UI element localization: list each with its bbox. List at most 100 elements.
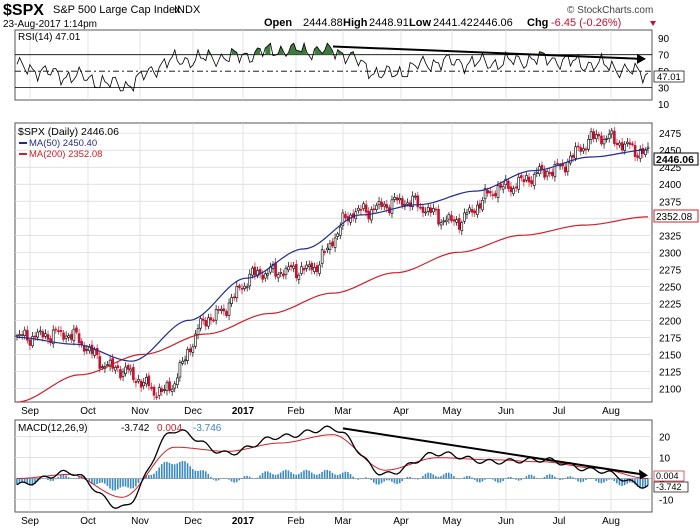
candle-body	[328, 243, 332, 251]
price-tick-label: 2325	[659, 231, 682, 242]
candle-body	[201, 318, 205, 321]
candle-body	[460, 222, 464, 231]
candle-body	[519, 175, 523, 179]
macd-histogram-bar	[600, 478, 603, 484]
macd-histogram-bar	[269, 472, 272, 479]
candle-body	[289, 264, 293, 268]
macd-histogram-bar	[308, 470, 310, 479]
macd-histogram-bar	[145, 475, 148, 479]
macd-histogram-bar	[636, 478, 639, 487]
macd-histogram-bar	[510, 476, 512, 479]
macd-histogram-bar	[168, 462, 171, 479]
month-tick-label: Oct	[80, 406, 96, 417]
macd-histogram-bar	[52, 478, 54, 481]
macd-histogram-bar	[427, 472, 429, 479]
rsi-panel: RSI(14) 47.01 1030507090 47.01	[14, 29, 685, 111]
macd-histogram-bar	[72, 478, 75, 480]
macd-histogram-bar	[215, 478, 217, 481]
macd-histogram-bar	[85, 478, 88, 480]
candle-body	[525, 175, 528, 181]
macd-histogram-bar	[634, 478, 636, 485]
macd-histogram-bar	[212, 478, 215, 480]
macd-histogram-bar	[34, 478, 36, 485]
macd-histogram-bar	[23, 478, 26, 483]
macd-histogram-bar	[204, 471, 207, 479]
macd-histogram-bar	[179, 461, 181, 479]
macd-histogram-bar	[579, 478, 582, 483]
month-tick-label: Aug	[602, 406, 620, 417]
low-value: 2441.42	[433, 17, 473, 29]
chg-value: -6.45 (-0.26%)	[551, 17, 621, 29]
candle-body	[248, 273, 252, 287]
candle-body	[191, 346, 195, 353]
candle-body	[419, 206, 422, 209]
macd-histogram-bar	[530, 474, 533, 479]
candle-body	[59, 330, 63, 332]
candle-body	[613, 130, 616, 144]
macd-histogram-bar	[468, 476, 471, 479]
security-name: S&P 500 Large Cap Index	[53, 4, 181, 16]
macd-panel: MACD(12,26,9) -3.742 0.004 -3.746 -10010…	[14, 419, 689, 527]
macd-histogram-bar	[305, 469, 308, 479]
month-tick-label: Feb	[287, 516, 305, 527]
candle-body	[72, 328, 76, 342]
price-tick-label: 2375	[659, 197, 682, 208]
macd-histogram-bar	[507, 477, 510, 479]
month-tick-label: Oct	[80, 516, 96, 527]
month-tick-label: May	[443, 406, 462, 417]
high-value: 2448.91	[369, 17, 409, 29]
macd-histogram-bar	[489, 478, 491, 479]
candle-body	[292, 265, 296, 269]
month-tick-label: Apr	[393, 516, 409, 527]
rsi-tick-label: 90	[658, 34, 670, 45]
candle-body	[108, 359, 112, 367]
candle-body	[517, 176, 520, 190]
macd-histogram-bar	[189, 466, 191, 479]
month-tick-label: Dec	[184, 406, 202, 417]
candle-body	[512, 188, 515, 194]
candle-body	[587, 139, 590, 150]
candle-body	[54, 328, 58, 331]
macd-histogram-bar	[184, 461, 186, 479]
candle-body	[168, 381, 171, 391]
macd-histogram-bar	[447, 472, 450, 479]
candle-body	[620, 142, 624, 151]
candle-body	[256, 270, 259, 277]
macd-histogram-bar	[160, 464, 163, 479]
macd-histogram-bar	[432, 474, 435, 479]
price-tick-label: 2450	[659, 146, 682, 157]
macd-histogram-bar	[313, 474, 316, 479]
candle-body	[416, 195, 420, 208]
rsi-overbought-area	[254, 48, 261, 55]
candle-body	[263, 273, 267, 279]
candle-body	[142, 382, 146, 387]
macd-histogram-bar	[378, 478, 380, 485]
candle-body	[403, 203, 407, 206]
macd-histogram-bar	[556, 478, 559, 480]
rsi-tick-label: 70	[658, 51, 670, 62]
macd-histogram-bar	[171, 463, 173, 479]
macd-histogram-bar	[75, 478, 78, 479]
candle-body	[548, 172, 552, 174]
candle-body	[589, 131, 593, 141]
candle-body	[496, 185, 500, 199]
macd-histogram-bar	[285, 469, 287, 479]
macd-histogram-bar	[520, 478, 522, 481]
candle-body	[457, 218, 461, 230]
macd-histogram-bar	[290, 472, 292, 479]
candle-body	[468, 207, 471, 212]
macd-histogram-bar	[628, 478, 631, 483]
macd-histogram-bar	[241, 477, 243, 479]
candle-body	[470, 209, 474, 213]
macd-histogram-bar	[512, 478, 515, 479]
candle-body	[499, 183, 502, 188]
macd-histogram-bar	[277, 474, 279, 479]
month-tick-label: Aug	[602, 516, 620, 527]
open-value: 2444.88	[303, 17, 343, 29]
candle-body	[274, 262, 277, 277]
candle-body	[530, 180, 533, 185]
candle-body	[261, 274, 264, 280]
macd-histogram-bar	[16, 478, 18, 485]
candle-body	[44, 333, 47, 337]
macd-histogram-bar	[484, 478, 486, 480]
